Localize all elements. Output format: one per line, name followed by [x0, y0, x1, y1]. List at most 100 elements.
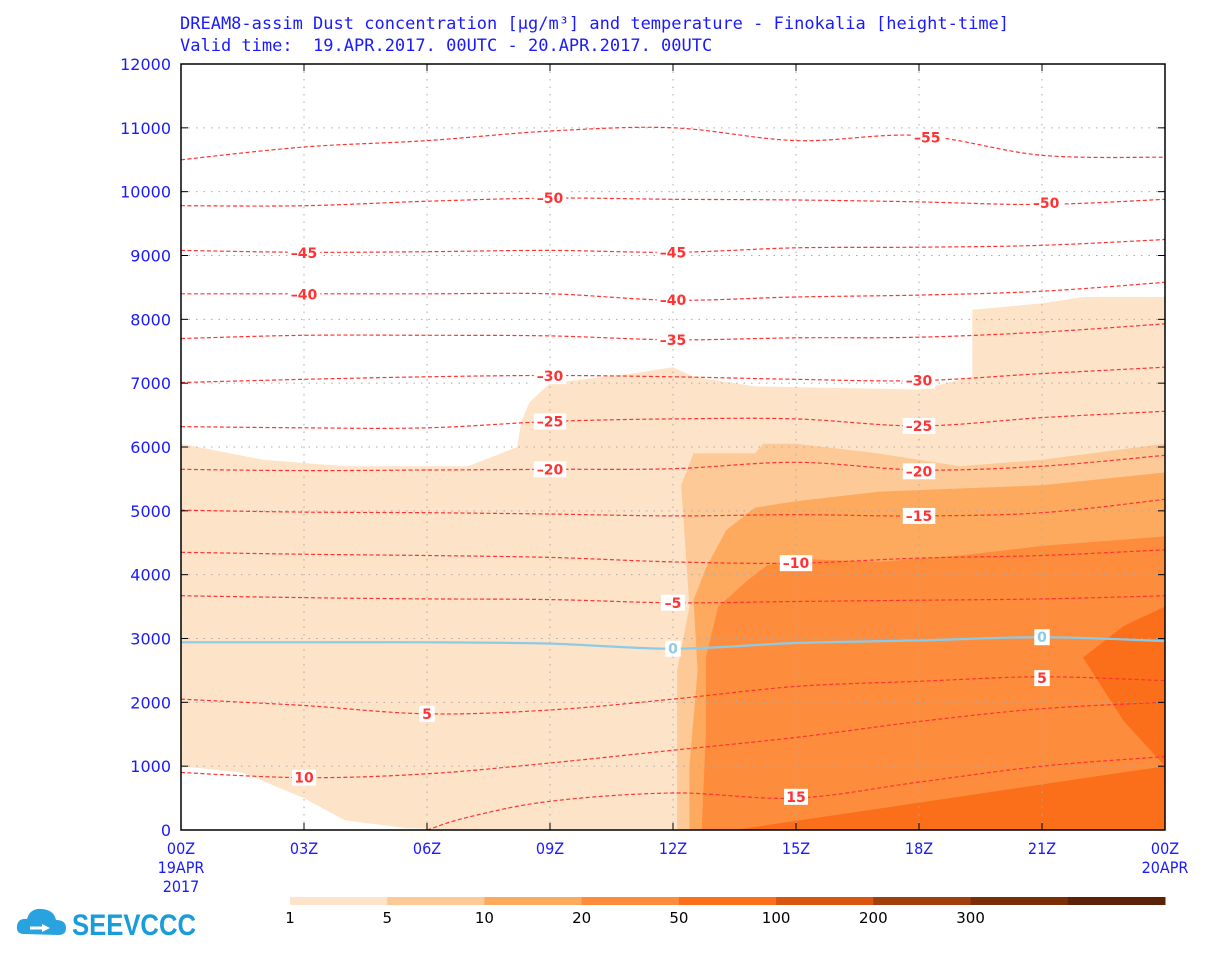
isotherm-label-bg	[665, 640, 681, 657]
y-tick-label: 3000	[130, 630, 171, 649]
colorbar-label: 300	[956, 909, 985, 927]
y-tick-label: 8000	[130, 310, 171, 329]
isotherm-label-bg	[910, 129, 944, 146]
isotherm-label: –20	[537, 462, 564, 478]
y-tick-label: 0	[161, 821, 171, 840]
isotherm-label-bg	[1034, 670, 1050, 687]
isotherm-label: 0	[1037, 630, 1047, 646]
isotherm-label: 15	[786, 790, 805, 806]
isotherm-label: –50	[1033, 196, 1060, 212]
x-tick-label: 20APR	[1142, 858, 1189, 877]
dust-region-50	[734, 606, 1165, 830]
isotherm-label: –55	[914, 130, 940, 146]
isotherm-label: 5	[1037, 671, 1047, 687]
isotherm-label: –15	[906, 509, 932, 525]
y-tick-label: 5000	[130, 502, 171, 521]
seevccc-logo: SEEVCCC	[14, 898, 204, 946]
x-tick-label: 19APR	[158, 858, 205, 877]
isotherm-label-bg	[656, 331, 690, 348]
colorbar-swatch	[1067, 897, 1166, 905]
isotherm-label-bg	[533, 190, 567, 207]
x-tick-label: 00Z	[167, 839, 195, 858]
isotherm-label: –10	[783, 556, 810, 572]
y-tick-label: 12000	[120, 55, 171, 74]
isotherm-label-bg	[661, 594, 685, 611]
isotherm-label: –25	[537, 414, 563, 430]
chart-title-line1: DREAM8-assim Dust concentration [μg/m³] …	[180, 14, 1010, 34]
isotherm-label: –40	[291, 287, 318, 303]
colorbar-label: 5	[382, 909, 392, 927]
isotherm-label: –5	[665, 596, 682, 612]
isotherm-label-bg	[533, 413, 567, 430]
axes: 0100020003000400050006000700080009000100…	[120, 55, 1188, 896]
isotherm-label-bg	[419, 705, 435, 722]
isotherm-label: –50	[537, 191, 564, 207]
isotherm-label-bg	[1029, 195, 1063, 212]
temperature-contours: –55–50 –50–45 –45–40 –40–35–30 –30–25 –25–20–…	[181, 126, 1165, 830]
isotherm-label: –45	[660, 245, 686, 261]
isotherm-label-bg	[533, 368, 567, 385]
colorbar-swatch	[290, 897, 388, 905]
colorbar-label: 100	[762, 909, 791, 927]
colorbar: 1 5 10 20 50 100 200 300	[285, 897, 1166, 927]
isotherm-label-bg	[287, 244, 321, 261]
isotherm-label: –30	[537, 369, 564, 385]
x-tick-label: 21Z	[1028, 839, 1056, 858]
x-tick-label: 18Z	[905, 839, 933, 858]
x-tick-label: 09Z	[536, 839, 564, 858]
colorbar-swatch	[970, 897, 1069, 905]
colorbar-swatch	[776, 897, 874, 905]
y-tick-label: 6000	[130, 438, 171, 457]
y-tick-label: 1000	[130, 757, 171, 776]
chart-title-line2: Valid time: 19.APR.2017. 00UTC - 20.APR.…	[180, 36, 713, 56]
isotherm-label-bg	[656, 292, 690, 309]
y-tick-label: 10000	[120, 183, 171, 202]
colorbar-swatch	[873, 897, 972, 905]
isotherm-label-bg	[902, 417, 936, 434]
logo-text: SEEVCCC	[72, 909, 196, 942]
y-tick-label: 4000	[130, 566, 171, 585]
isotherm-label-bg	[902, 372, 936, 389]
colorbar-label: 1	[285, 909, 295, 927]
isotherm-label-bg	[287, 286, 321, 303]
x-tick-label: 12Z	[659, 839, 687, 858]
isotherm-label-bg	[292, 769, 316, 786]
colorbar-label: 20	[572, 909, 591, 927]
y-tick-label: 9000	[130, 247, 171, 266]
colorbar-swatch	[678, 897, 777, 905]
isotherm-label: –25	[906, 419, 932, 435]
x-tick-label: 00Z	[1151, 839, 1179, 858]
colorbar-label: 50	[669, 909, 688, 927]
isotherm-label-bg	[902, 463, 936, 480]
isotherm-label: 10	[294, 771, 314, 787]
isotherm-label: 0	[668, 642, 678, 658]
dust-region-20	[701, 536, 1165, 830]
isotherm-line	[426, 756, 1165, 830]
colorbar-swatch	[387, 897, 485, 905]
colorbar-label: 10	[475, 909, 494, 927]
isotherm-line	[181, 701, 1165, 779]
x-tick-label: 06Z	[413, 839, 441, 858]
isotherm-label: –20	[906, 464, 933, 480]
isotherm-label: –30	[906, 374, 933, 390]
isotherm-label: –45	[291, 246, 317, 262]
isotherm-label: –35	[660, 333, 686, 349]
isotherm-label-bg	[902, 507, 936, 524]
isotherm-label-bg	[779, 555, 813, 572]
cloud-icon	[16, 908, 66, 935]
isotherm-label-bg	[1034, 629, 1050, 646]
isotherm-label-bg	[533, 461, 567, 478]
x-tick-label: 15Z	[782, 839, 810, 858]
colorbar-label: 200	[859, 909, 888, 927]
isotherm-label: 5	[422, 707, 432, 723]
grid-lines	[181, 64, 1165, 830]
isotherm-label-bg	[784, 788, 808, 805]
isotherm-label-bg	[656, 244, 690, 261]
dust-concentration-fill	[181, 297, 1165, 830]
colorbar-swatch	[581, 897, 680, 905]
colorbar-swatch	[484, 897, 583, 905]
y-tick-label: 2000	[130, 693, 171, 712]
y-tick-label: 11000	[120, 119, 171, 138]
isotherm-label: –40	[660, 293, 687, 309]
